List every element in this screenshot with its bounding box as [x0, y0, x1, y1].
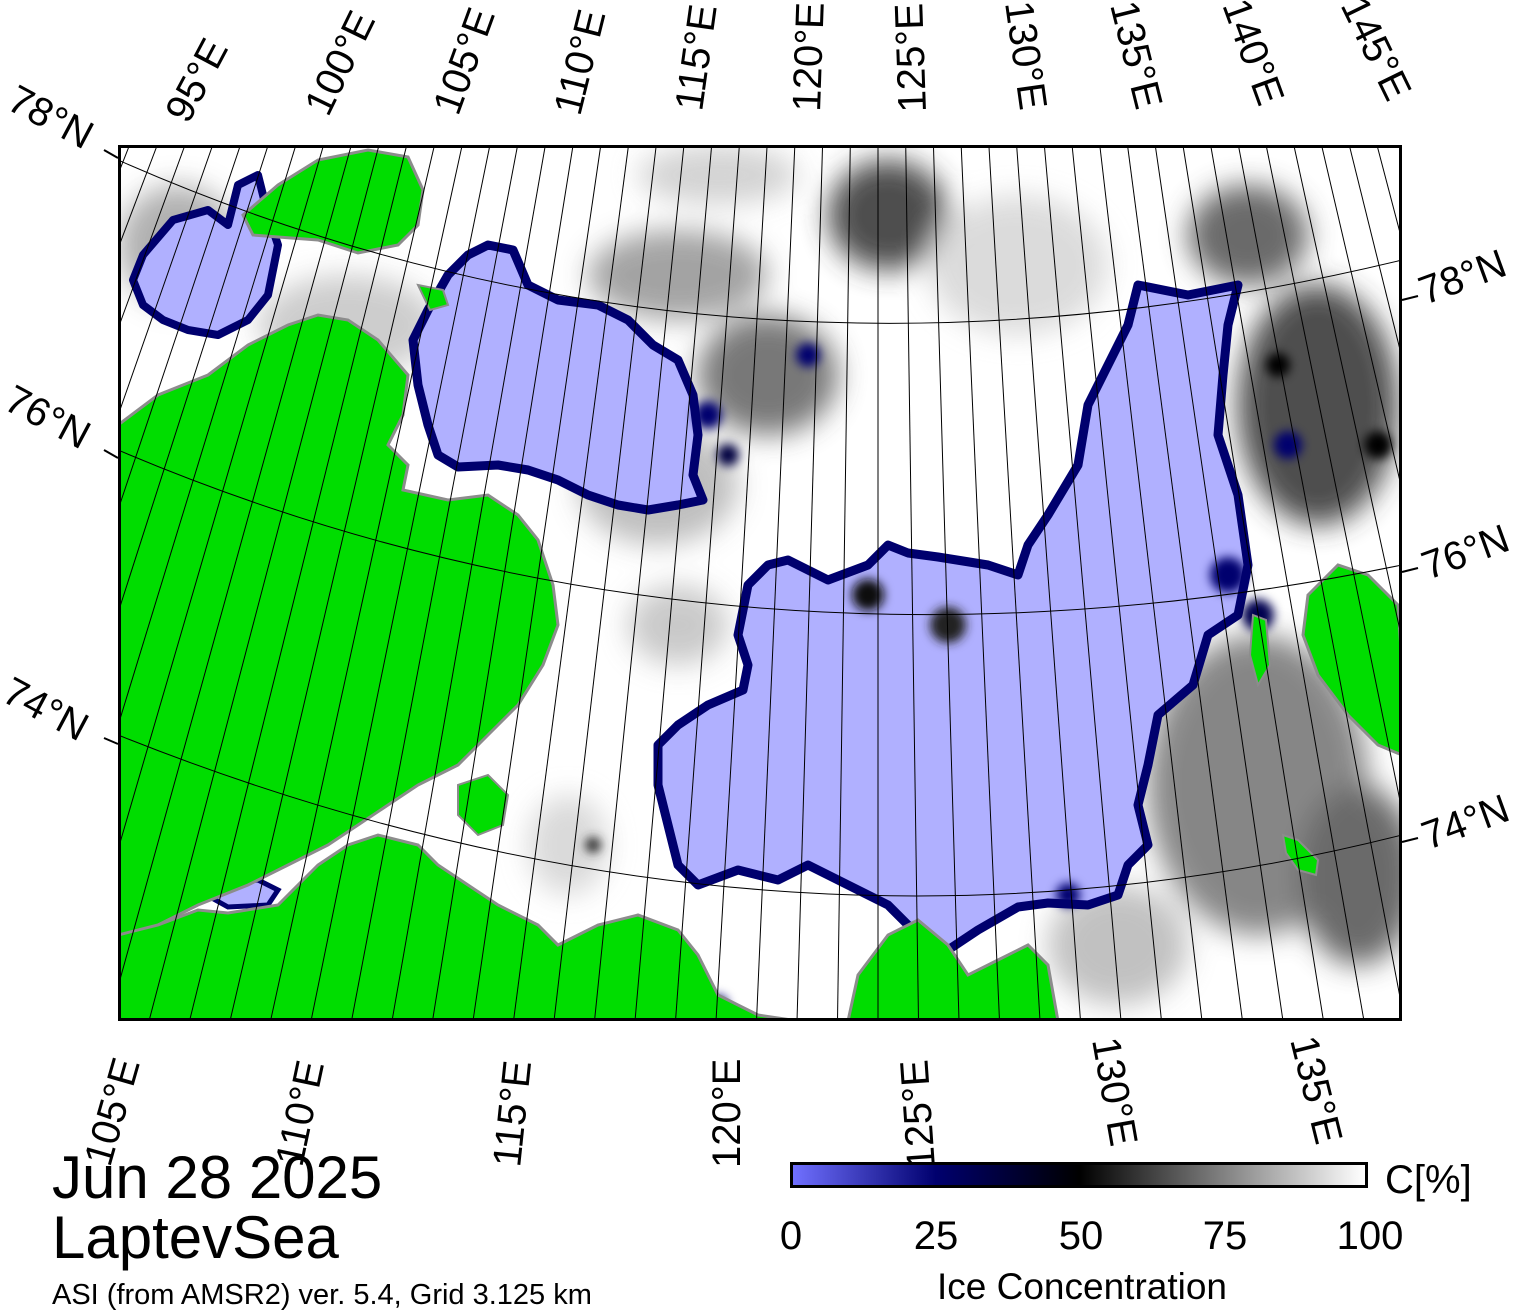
graticule-longitudes [118, 145, 1402, 1021]
meridian-line [1321, 145, 1402, 492]
map-border [118, 145, 1402, 1021]
meridian-line [1210, 145, 1365, 1021]
frame-ticks [103, 149, 1419, 843]
meridian-line [118, 145, 325, 852]
small-island-east [1248, 613, 1272, 688]
top-lon-label: 95°E [157, 32, 237, 130]
top-lon-label: 115°E [667, 2, 725, 114]
meridian-line [1182, 145, 1324, 1021]
meridian-line [513, 145, 630, 1021]
begichev-island [457, 773, 510, 837]
meridian-line [1237, 145, 1402, 1011]
meridian-line [229, 145, 435, 1021]
top-longitude-labels: 95°E 100°E 105°E 110°E 115°E 120°E 125°E… [157, 0, 1419, 129]
bottom-lon-label: 115°E [485, 1058, 540, 1168]
bottom-lon-label: 125°E [892, 1058, 944, 1170]
top-lon-label: 110°E [546, 5, 614, 119]
siberian-coast [118, 833, 799, 1021]
right-lat-label: 76°N [1416, 517, 1515, 589]
left-lat-label: 78°N [1, 77, 101, 158]
right-lat-label: 78°N [1413, 242, 1512, 314]
meridian-line [310, 145, 491, 1021]
meridian-line [189, 145, 408, 1021]
top-lon-label: 120°E [785, 1, 833, 112]
meridian-line [715, 145, 768, 1021]
left-lat-label: 76°N [0, 377, 97, 458]
colorbar-unit: C[%] [1385, 1158, 1472, 1202]
meridian-line [932, 145, 960, 1021]
bottom-lon-label: 130°E [1083, 1034, 1145, 1149]
meridian-line [960, 145, 1000, 1021]
left-lat-label: 74°N [0, 669, 95, 750]
right-latitude-labels: 78°N 76°N 74°N [1413, 242, 1515, 859]
map-date: Jun 28 2025 [52, 1144, 383, 1211]
bottom-lon-label: 120°E [705, 1059, 749, 1168]
small-island-southeast [1281, 833, 1320, 877]
ice-concentration-map [118, 145, 1402, 1021]
meridian-line [1293, 145, 1402, 642]
right-lat-label: 74°N [1416, 787, 1515, 859]
colorbar-tick: 100 [1336, 1214, 1404, 1258]
new-siberian-islands [1301, 563, 1402, 757]
map-region: LaptevSea [52, 1204, 339, 1271]
meridian-line [1154, 145, 1284, 1021]
meridian-line [1126, 145, 1243, 1021]
top-lon-label: 145°E [1332, 0, 1420, 107]
meridian-line [148, 145, 380, 1021]
graticule-latitudes [118, 159, 1402, 897]
bottom-lon-label: 135°E [1281, 1032, 1350, 1149]
top-lon-label: 135°E [1101, 0, 1170, 113]
meridian-line [118, 145, 352, 989]
meridian-line [118, 145, 241, 512]
meridian-line [1016, 145, 1081, 1021]
meridian-line [270, 145, 463, 1021]
meridian-line [1099, 145, 1203, 1021]
meridian-line [1071, 145, 1162, 1021]
meridian-line [675, 145, 740, 1021]
colorbar-title: Ice Concentration [936, 1266, 1228, 1307]
colorbar-tick: 0 [779, 1214, 803, 1258]
left-latitude-labels: 78°N 76°N 74°N [0, 77, 100, 750]
severnaya-zemlya [241, 148, 425, 255]
meridian-line [756, 145, 796, 1021]
meridian-line [432, 145, 574, 1021]
colorbar [790, 1162, 1368, 1188]
top-lon-label: 105°E [425, 2, 504, 120]
meridian-line [837, 145, 851, 1021]
meridian-line [1265, 145, 1402, 813]
meridian-line [634, 145, 713, 1021]
meridian-line [391, 145, 546, 1021]
meridian-line [1348, 145, 1402, 360]
colorbar-tick: 50 [1058, 1214, 1104, 1258]
marginal-ice-zone [585, 343, 1392, 1015]
top-lon-label: 130°E [996, 0, 1055, 113]
meridian-line [1043, 145, 1122, 1021]
data-source: ASI (from AMSR2) ver. 5.4, Grid 3.125 km [52, 1279, 592, 1311]
top-lon-label: 125°E [887, 2, 935, 113]
top-lon-label: 140°E [1214, 0, 1293, 111]
meridian-line [351, 145, 519, 1021]
west-polynya [408, 240, 708, 515]
meridian-line [553, 145, 657, 1021]
colorbar-tick: 25 [913, 1214, 959, 1258]
meridian-line [796, 145, 824, 1021]
meridian-line [118, 145, 269, 615]
meridian-line [118, 145, 214, 418]
small-island-north [416, 283, 450, 312]
meridian-line [472, 145, 602, 1021]
meridian-line [905, 145, 919, 1021]
top-lon-label: 100°E [297, 4, 385, 122]
meridian-line [988, 145, 1041, 1021]
colorbar-tick: 75 [1202, 1214, 1248, 1258]
meridian-line [594, 145, 685, 1021]
meridian-line [118, 145, 186, 331]
meridian-line [118, 145, 297, 728]
